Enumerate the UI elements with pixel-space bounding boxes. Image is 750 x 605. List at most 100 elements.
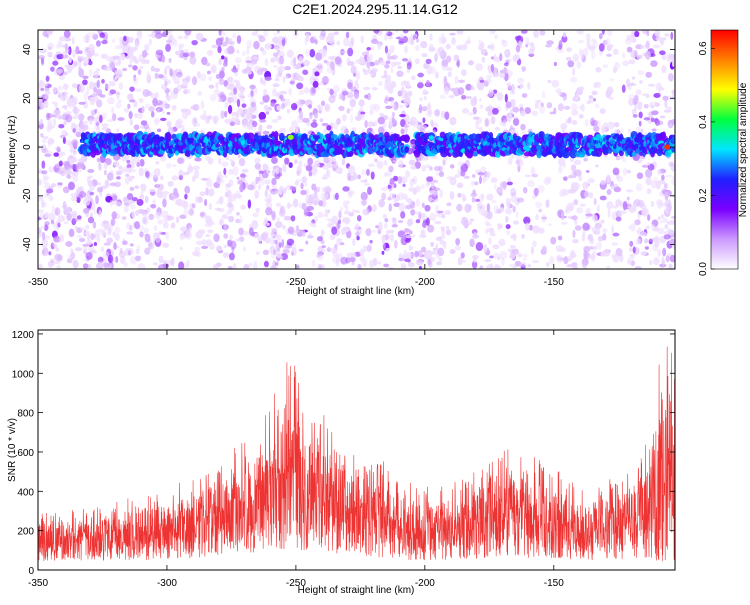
spectrogram-noise-mark xyxy=(482,175,487,184)
spectrogram-noise-mark xyxy=(163,216,169,223)
spectrogram-noise-mark xyxy=(578,48,583,55)
spectrogram-noise-mark xyxy=(57,182,63,186)
spectrogram-noise-mark xyxy=(525,44,529,48)
spectrogram-noise-mark xyxy=(175,198,183,206)
spectrogram-noise-mark xyxy=(44,181,51,190)
spectrogram-noise-mark xyxy=(517,253,523,258)
spectrogram-noise-mark xyxy=(231,67,239,73)
spectrogram-noise-mark xyxy=(87,168,95,173)
spectrogram-noise-mark xyxy=(482,175,489,181)
spectrogram-noise-mark xyxy=(98,162,102,171)
spectrogram-noise-mark xyxy=(299,113,304,121)
spectrogram-noise-mark xyxy=(122,240,128,246)
spectrogram-noise-mark xyxy=(334,192,339,201)
spectrogram-noise-mark xyxy=(632,114,638,118)
spectrogram-noise-mark xyxy=(615,216,622,222)
spectrogram-noise-mark xyxy=(264,43,272,50)
spectrogram-noise-mark xyxy=(134,112,138,118)
spectrogram-noise-mark xyxy=(72,49,76,59)
spectrogram-noise-mark xyxy=(336,238,343,243)
spectrogram-noise-mark xyxy=(398,192,404,201)
spectrogram-noise-mark xyxy=(607,30,613,37)
spectrogram-noise-mark xyxy=(85,34,90,44)
spectrogram-noise-mark xyxy=(157,219,164,225)
spectrogram-noise-mark xyxy=(114,226,121,234)
spectrogram-noise-mark xyxy=(357,174,362,180)
spectrogram-noise-mark xyxy=(602,233,607,241)
spectrogram-noise-mark xyxy=(333,160,338,169)
spectrogram-noise-mark xyxy=(111,38,116,43)
spectrogram-noise-mark xyxy=(272,214,276,221)
spectrogram-noise-mark xyxy=(294,159,298,164)
spectrogram-band-mark xyxy=(274,130,279,140)
spectrogram-noise-mark xyxy=(560,212,565,221)
spectrogram-noise-mark xyxy=(530,166,536,176)
spectrogram-noise-mark xyxy=(306,235,314,239)
spectrogram-noise-mark xyxy=(321,176,328,180)
spectrogram-noise-mark xyxy=(398,41,405,45)
spectrogram-noise-mark xyxy=(301,230,306,237)
spectrogram-noise-mark xyxy=(498,238,506,247)
spectrogram-noise-mark xyxy=(527,180,535,188)
spectrogram-noise-mark xyxy=(219,175,225,179)
spectrogram-noise-mark xyxy=(123,205,129,213)
spectrogram-noise-mark xyxy=(662,95,669,101)
spectrogram-noise-mark xyxy=(324,209,329,218)
spectrogram-noise-mark xyxy=(412,234,416,238)
spectrogram-noise-mark xyxy=(232,32,237,39)
spectrogram-noise-mark xyxy=(178,261,185,269)
snr-y-axis-label: SNR (10 * v/v) xyxy=(7,418,18,482)
spectrogram-noise-mark xyxy=(635,89,642,96)
spectrogram-noise-mark xyxy=(490,42,495,51)
spectrogram-noise-mark xyxy=(123,107,130,113)
spectrogram-noise-mark xyxy=(103,221,110,229)
spectrogram-noise-mark xyxy=(322,173,329,177)
spectrogram-noise-mark xyxy=(154,184,160,188)
spectrogram-noise-mark xyxy=(488,30,496,35)
spectrogram-noise-mark xyxy=(421,154,426,162)
spectrogram-noise-mark xyxy=(664,33,670,37)
spectrogram-band-mark xyxy=(174,150,179,156)
spectrogram-noise-mark xyxy=(134,185,140,190)
spectrogram-noise-mark xyxy=(205,187,209,196)
spectrogram-noise-mark xyxy=(228,92,235,96)
spectrogram-noise-mark xyxy=(89,191,95,196)
spectrogram-noise-mark xyxy=(326,173,331,178)
spectrogram-noise-mark xyxy=(612,167,620,176)
spectrogram-noise-mark xyxy=(271,119,279,123)
spectrogram-noise-mark xyxy=(664,199,672,208)
spectrogram-noise-mark xyxy=(68,56,72,64)
spectrogram-noise-mark xyxy=(503,67,507,75)
spectrogram-noise-mark xyxy=(226,202,233,208)
spectrogram-noise-mark xyxy=(654,30,661,37)
spectrogram-noise-mark xyxy=(137,158,141,168)
spectrogram-noise-mark xyxy=(244,120,252,126)
spectrogram-noise-mark xyxy=(141,57,147,65)
spectrogram-noise-mark xyxy=(534,102,540,109)
spectrogram-noise-mark xyxy=(76,215,82,220)
spectrogram-noise-mark xyxy=(574,225,582,231)
spectrogram-noise-mark xyxy=(99,114,103,123)
spectrogram-noise-mark xyxy=(389,56,396,60)
spectrogram-noise-mark xyxy=(309,36,315,44)
colorbar-gradient xyxy=(711,30,738,269)
spectrogram-noise-mark xyxy=(253,40,260,50)
spectrogram-noise-mark xyxy=(100,53,108,59)
spectrogram-noise-mark xyxy=(129,119,134,126)
spectrogram-noise-mark xyxy=(462,196,467,202)
spectrogram-noise-mark xyxy=(130,155,138,164)
spectrogram-noise-mark xyxy=(336,40,341,46)
spectrogram-noise-mark xyxy=(40,87,45,91)
spectrogram-noise-mark xyxy=(373,30,380,34)
spectrogram-noise-mark xyxy=(476,81,485,91)
spectrogram-noise-mark xyxy=(326,35,332,43)
spectrogram-noise-mark xyxy=(207,115,212,121)
spectrogram-noise-mark xyxy=(327,55,336,60)
spectrogram-noise-mark xyxy=(173,187,178,197)
spectrogram-noise-mark xyxy=(42,148,48,153)
spectrogram-noise-mark xyxy=(47,260,53,269)
spectrogram-noise-mark xyxy=(237,179,244,185)
spectrogram-noise-mark xyxy=(575,93,579,101)
spectrogram-noise-mark xyxy=(493,204,499,214)
